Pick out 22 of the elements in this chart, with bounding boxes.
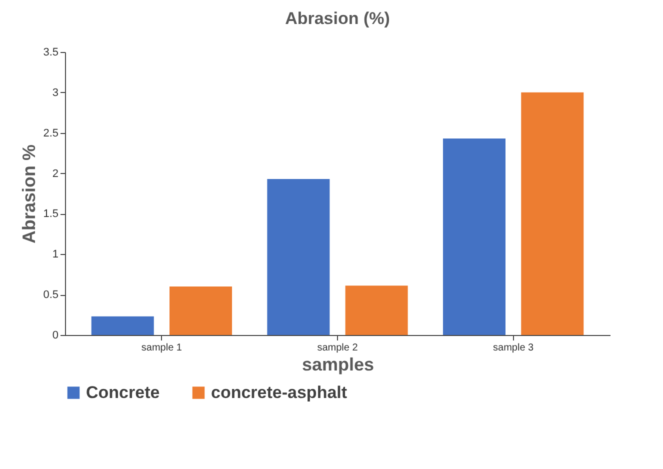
bar — [442, 138, 506, 335]
y-tick-label: 0 — [52, 330, 58, 342]
bar — [91, 316, 154, 335]
legend-label: concrete-asphalt — [211, 382, 348, 402]
y-tick-label: 2.5 — [43, 127, 58, 140]
x-tick-label: sample 1 — [141, 342, 182, 354]
bar — [345, 286, 408, 335]
chart-title: Abrasion (%) — [285, 9, 390, 28]
y-axis-title: Abrasion % — [19, 144, 40, 244]
x-tick-label: sample 2 — [317, 342, 358, 354]
y-tick-label: 3.5 — [43, 46, 58, 58]
y-tick-label: 0.5 — [43, 289, 58, 302]
bar — [521, 92, 584, 335]
bar — [170, 286, 232, 335]
y-tick-label: 1 — [52, 248, 58, 261]
legend-label: Concrete — [86, 382, 160, 402]
y-tick-label: 2 — [52, 168, 58, 180]
y-tick-label: 3 — [52, 86, 58, 99]
x-tick-label: sample 3 — [493, 342, 534, 354]
y-tick-label: 1.5 — [43, 208, 58, 220]
bar — [267, 178, 330, 335]
x-axis-title: samples — [302, 354, 374, 374]
